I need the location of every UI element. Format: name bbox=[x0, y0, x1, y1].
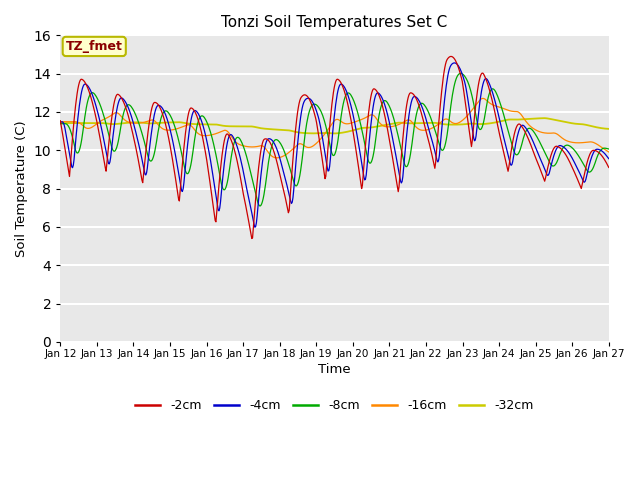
Text: TZ_fmet: TZ_fmet bbox=[66, 40, 123, 53]
Y-axis label: Soil Temperature (C): Soil Temperature (C) bbox=[15, 120, 28, 257]
Title: Tonzi Soil Temperatures Set C: Tonzi Soil Temperatures Set C bbox=[221, 15, 447, 30]
Legend: -2cm, -4cm, -8cm, -16cm, -32cm: -2cm, -4cm, -8cm, -16cm, -32cm bbox=[131, 394, 539, 417]
X-axis label: Time: Time bbox=[318, 363, 351, 376]
